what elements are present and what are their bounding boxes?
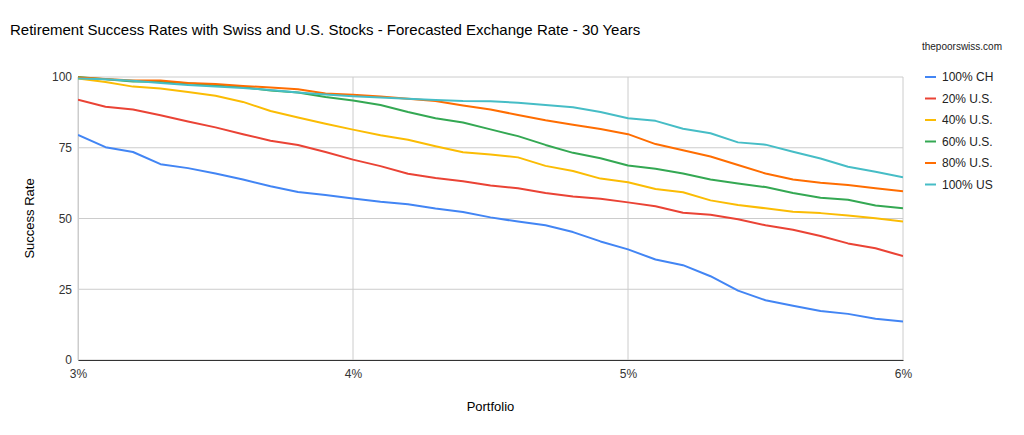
y-tick-label: 75 <box>59 141 73 155</box>
y-axis-title: Success Rate <box>22 178 37 258</box>
series-line <box>78 77 903 208</box>
y-axis: 0 25 50 75 100 <box>52 70 79 367</box>
grid-line-x <box>353 77 354 360</box>
legend-label: 40% U.S. <box>942 113 993 127</box>
x-tick: 4% <box>345 360 363 381</box>
grid-line-y <box>78 360 903 361</box>
x-tick: 5% <box>620 360 638 381</box>
y-tick: 100 <box>52 70 78 84</box>
legend-swatch <box>925 98 936 100</box>
grid-line-x <box>903 77 904 360</box>
legend-label: 20% U.S. <box>942 92 993 106</box>
x-axis-title: Portfolio <box>467 399 515 414</box>
legend-label: 80% U.S. <box>942 156 993 170</box>
x-tick-label: 3% <box>70 367 88 381</box>
legend-swatch <box>925 76 936 78</box>
annotation: thepoorswiss.com <box>922 41 1002 52</box>
legend-label: 100% US <box>942 178 993 192</box>
legend-swatch <box>925 162 936 164</box>
y-tick-label: 50 <box>59 212 73 226</box>
y-tick: 0 <box>65 353 78 367</box>
x-tick: 6% <box>895 360 913 381</box>
chart-container: Retirement Success Rates with Swiss and … <box>0 0 1024 435</box>
chart-svg: Retirement Success Rates with Swiss and … <box>0 0 1024 435</box>
grid-line-x <box>628 77 629 360</box>
x-axis-line <box>79 360 904 361</box>
legend-label: 60% U.S. <box>942 135 993 149</box>
legend-swatch <box>925 119 936 121</box>
y-tick: 75 <box>59 141 78 155</box>
legend-item: 40% U.S. <box>925 113 993 127</box>
y-axis-line <box>78 78 79 361</box>
x-tick-label: 6% <box>895 367 913 381</box>
legend-item: 80% U.S. <box>925 156 993 170</box>
grid-line-y <box>78 77 903 78</box>
y-tick-label: 100 <box>52 70 72 84</box>
x-tick: 3% <box>70 360 88 381</box>
legend-item: 60% U.S. <box>925 135 993 149</box>
x-tick-label: 5% <box>620 367 638 381</box>
series-line <box>78 78 903 177</box>
y-tick-label: 0 <box>65 353 72 367</box>
y-tick: 25 <box>59 283 78 297</box>
grid-line-x <box>78 77 79 360</box>
legend-item: 20% U.S. <box>925 92 993 106</box>
x-tick-label: 4% <box>345 367 363 381</box>
legend-swatch <box>925 141 936 143</box>
series-line <box>78 78 903 192</box>
legend-item: 100% CH <box>925 70 993 84</box>
y-tick-label: 25 <box>59 283 73 297</box>
grid-line-y <box>78 289 903 290</box>
y-tick: 50 <box>59 212 78 226</box>
legend-swatch <box>925 184 936 186</box>
legend-item: 100% US <box>925 178 993 192</box>
legend: 100% CH 20% U.S. 40% U.S. 60% U.S. 80% U.S. 1… <box>925 70 993 192</box>
x-axis: 3% 4% 5% 6% <box>70 360 913 381</box>
grid <box>78 77 903 360</box>
series-line <box>78 100 903 256</box>
plot-lines <box>78 77 903 322</box>
series-line <box>78 78 903 221</box>
legend-label: 100% CH <box>942 70 993 84</box>
background <box>0 0 1024 435</box>
title: Retirement Success Rates with Swiss and … <box>10 21 640 38</box>
